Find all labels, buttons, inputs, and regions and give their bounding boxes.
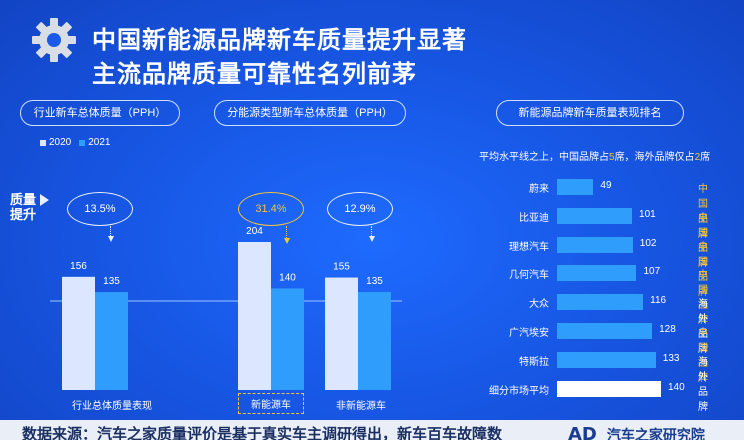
improvement-line-nev [286, 226, 287, 238]
category-label-non-nev: 非新能源车 [336, 401, 386, 412]
legend-label-2021: 2021 [88, 137, 111, 148]
bar-value-label: 135 [366, 276, 383, 287]
data-source-note: 数据来源：汽车之家质量评价是基于真实车主调研得出，新车百车故障数 [22, 426, 503, 440]
ranking-bar [557, 179, 594, 195]
ranking-origin-tag: 海外品牌 [698, 356, 708, 413]
legend-swatch-2020 [40, 139, 46, 146]
bar-2021-2 [358, 292, 391, 390]
ranking-brand-name: 比亚迪 [519, 212, 549, 224]
chart-legend: 2020 2021 [40, 137, 111, 148]
subtitle-part: 平均水平线之上，中国品牌占 [479, 152, 609, 163]
footer-bar: 数据来源：汽车之家质量评价是基于真实车主调研得出，新车百车故障数 AD 汽车之家研… [0, 420, 744, 440]
panel-title-energy-type: 分能源类型新车总体质量（PPH） [214, 100, 406, 126]
ranking-origin-tag: 中国品牌 [698, 328, 708, 384]
quality-label-line1: 质量 [10, 192, 37, 207]
legend-item-2020: 2020 [40, 137, 71, 148]
ranking-value: 107 [643, 266, 661, 278]
bar-value-label: 204 [246, 226, 263, 237]
ranking-bar [557, 380, 661, 397]
ranking-origin-tag: 中国品牌 [698, 270, 708, 327]
ranking-value: 49 [600, 180, 612, 191]
page-title-line1: 中国新能源品牌新车质量提升显著 [92, 26, 467, 54]
ranking-brand-name: 几何汽车 [509, 270, 549, 282]
subtitle-part: 席 [700, 152, 711, 163]
ranking-value: 101 [639, 208, 656, 220]
ranking-subtitle: 平均水平线之上，中国品牌占5席，海外品牌仅占2席 [479, 148, 710, 163]
ranking-bar [557, 351, 656, 368]
subtitle-cn-count: 5 [609, 152, 615, 163]
ranking-origin-tag: 中国品牌 [698, 184, 708, 240]
improvement-bubble-industry: 13.5% [67, 192, 133, 226]
down-arrow-icon [369, 236, 375, 242]
bar-2020-1 [238, 242, 271, 390]
quality-arrow-icon [40, 194, 49, 206]
gear-icon [32, 18, 76, 62]
ranking-bar [557, 323, 653, 339]
bar-value-label: 140 [279, 272, 296, 283]
pph-grouped-bar-chart: 156 204 155 135 140 135 [50, 226, 402, 390]
ranking-brand-name: 蔚来 [529, 184, 549, 195]
ranking-origin-tag: 海外品牌 [698, 299, 708, 356]
bar-value-label: 135 [103, 276, 120, 287]
panel-title-ranking: 新能源品牌新车质量表现排名 [496, 100, 684, 126]
improvement-line-industry [110, 226, 111, 236]
improvement-bubble-nev: 31.4% [238, 192, 304, 226]
ranking-value: 128 [659, 324, 676, 335]
improvement-line-non-nev [371, 226, 372, 236]
brand-name: 汽车之家研究院 [606, 427, 705, 440]
ranking-value: 133 [662, 352, 680, 364]
page-title-line2: 主流品牌质量可靠性名列前茅 [92, 60, 417, 88]
ranking-bar [557, 207, 633, 224]
series-2021 [95, 288, 391, 390]
category-label-nev: 新能源车 [238, 393, 304, 414]
bar-value-label: 155 [333, 262, 350, 273]
subtitle-part: 席，海外品牌仅占 [614, 152, 695, 163]
brand-mark: AD 汽车之家研究院 [568, 420, 705, 440]
ranking-bar [557, 265, 637, 282]
ranking-value: 116 [650, 295, 667, 307]
down-arrow-icon [284, 238, 290, 244]
ranking-brand-name: 特斯拉 [519, 356, 549, 368]
series-2020 [62, 242, 358, 390]
ranking-value: 140 [668, 381, 685, 393]
ranking-bar [557, 236, 633, 253]
category-label-industry: 行业总体质量表现 [72, 401, 152, 412]
legend-item-2021: 2021 [79, 137, 111, 148]
ranking-origin-tag: 中国品牌 [698, 212, 708, 269]
down-arrow-icon [108, 236, 114, 242]
ranking-brand-name: 大众 [529, 299, 549, 311]
ranking-brand-name: 理想汽车 [509, 241, 549, 253]
bar-value-labels: 156 204 155 135 140 135 [70, 226, 383, 287]
ranking-origin-tag: 中国品牌 [698, 241, 708, 298]
ranking-brand-name: 广汽埃安 [509, 328, 549, 339]
legend-swatch-2021 [79, 139, 86, 146]
panel-title-industry: 行业新车总体质量（PPH） [20, 100, 180, 126]
bar-2021-1 [271, 288, 304, 390]
bar-value-label: 156 [70, 261, 87, 272]
bar-2021-0 [95, 292, 128, 390]
ranking-bar [557, 294, 644, 311]
bar-2020-2 [325, 277, 358, 390]
ranking-brand-name: 细分市场平均 [489, 385, 549, 397]
improvement-bubble-non-nev: 12.9% [327, 192, 393, 226]
legend-label-2020: 2020 [49, 137, 72, 148]
autohome-logo: AD [568, 424, 597, 440]
quality-label-line2: 提升 [10, 207, 37, 222]
ranking-value: 102 [639, 237, 657, 249]
subtitle-foreign-count: 2 [694, 152, 701, 163]
bar-2020-0 [62, 276, 95, 390]
